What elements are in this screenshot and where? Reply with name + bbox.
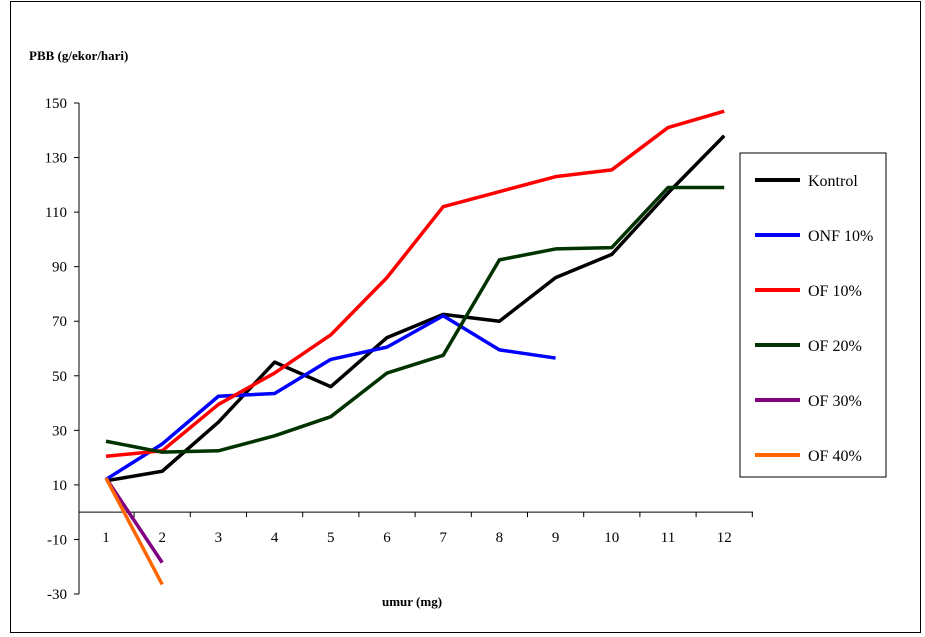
y-tick-label: 30: [52, 423, 67, 439]
x-axis-title: umur (mg): [382, 594, 442, 609]
chart-frame: PBB (g/ekor/hari) umur (mg) -30 -10 10 30 50…: [10, 1, 921, 633]
series-lines: [104, 109, 726, 586]
legend: Kontrol ONF 10% OF 10% OF 20% OF 30% OF 40%: [739, 152, 887, 478]
x-tick-label: 5: [327, 530, 335, 546]
x-tick-label: 2: [158, 530, 166, 546]
y-tick-label: -10: [47, 532, 67, 548]
series-line: [105, 314, 556, 481]
x-tick-label: 11: [661, 530, 675, 546]
legend-label: OF 10%: [808, 283, 862, 300]
x-tick-label: 1: [102, 530, 110, 546]
y-tick-label: 130: [45, 151, 68, 167]
line-chart: PBB (g/ekor/hari) umur (mg) -30 -10 10 30 50…: [29, 48, 887, 609]
legend-label: OF 20%: [808, 338, 862, 355]
y-tick-label: -30: [47, 587, 67, 603]
series-line: [105, 185, 725, 454]
y-tick-label: 50: [52, 369, 67, 385]
y-tick-label: 150: [45, 96, 68, 112]
legend-label: Kontrol: [808, 173, 858, 190]
y-tick-label: 10: [52, 478, 67, 494]
x-tick-label: 10: [604, 530, 619, 546]
x-tick-label: 4: [271, 530, 279, 546]
y-tick-label: 110: [45, 205, 67, 221]
x-tick-label: 3: [215, 530, 223, 546]
y-tick-label: 70: [52, 314, 67, 330]
x-tick-label: 6: [383, 530, 391, 546]
legend-label: OF 40%: [808, 448, 862, 465]
legend-label: ONF 10%: [808, 228, 873, 245]
y-axis-title: PBB (g/ekor/hari): [29, 48, 128, 63]
legend-label: OF 30%: [808, 393, 862, 410]
x-tick-label: 8: [496, 530, 504, 546]
legend-box: [739, 152, 887, 478]
x-tick-label: 12: [717, 530, 732, 546]
series-line: [105, 109, 725, 458]
x-tick-label: 9: [552, 530, 560, 546]
x-tick-label: 7: [439, 530, 447, 546]
y-tick-label: 90: [52, 260, 67, 276]
series-line: [104, 477, 164, 586]
series-line: [105, 134, 726, 483]
